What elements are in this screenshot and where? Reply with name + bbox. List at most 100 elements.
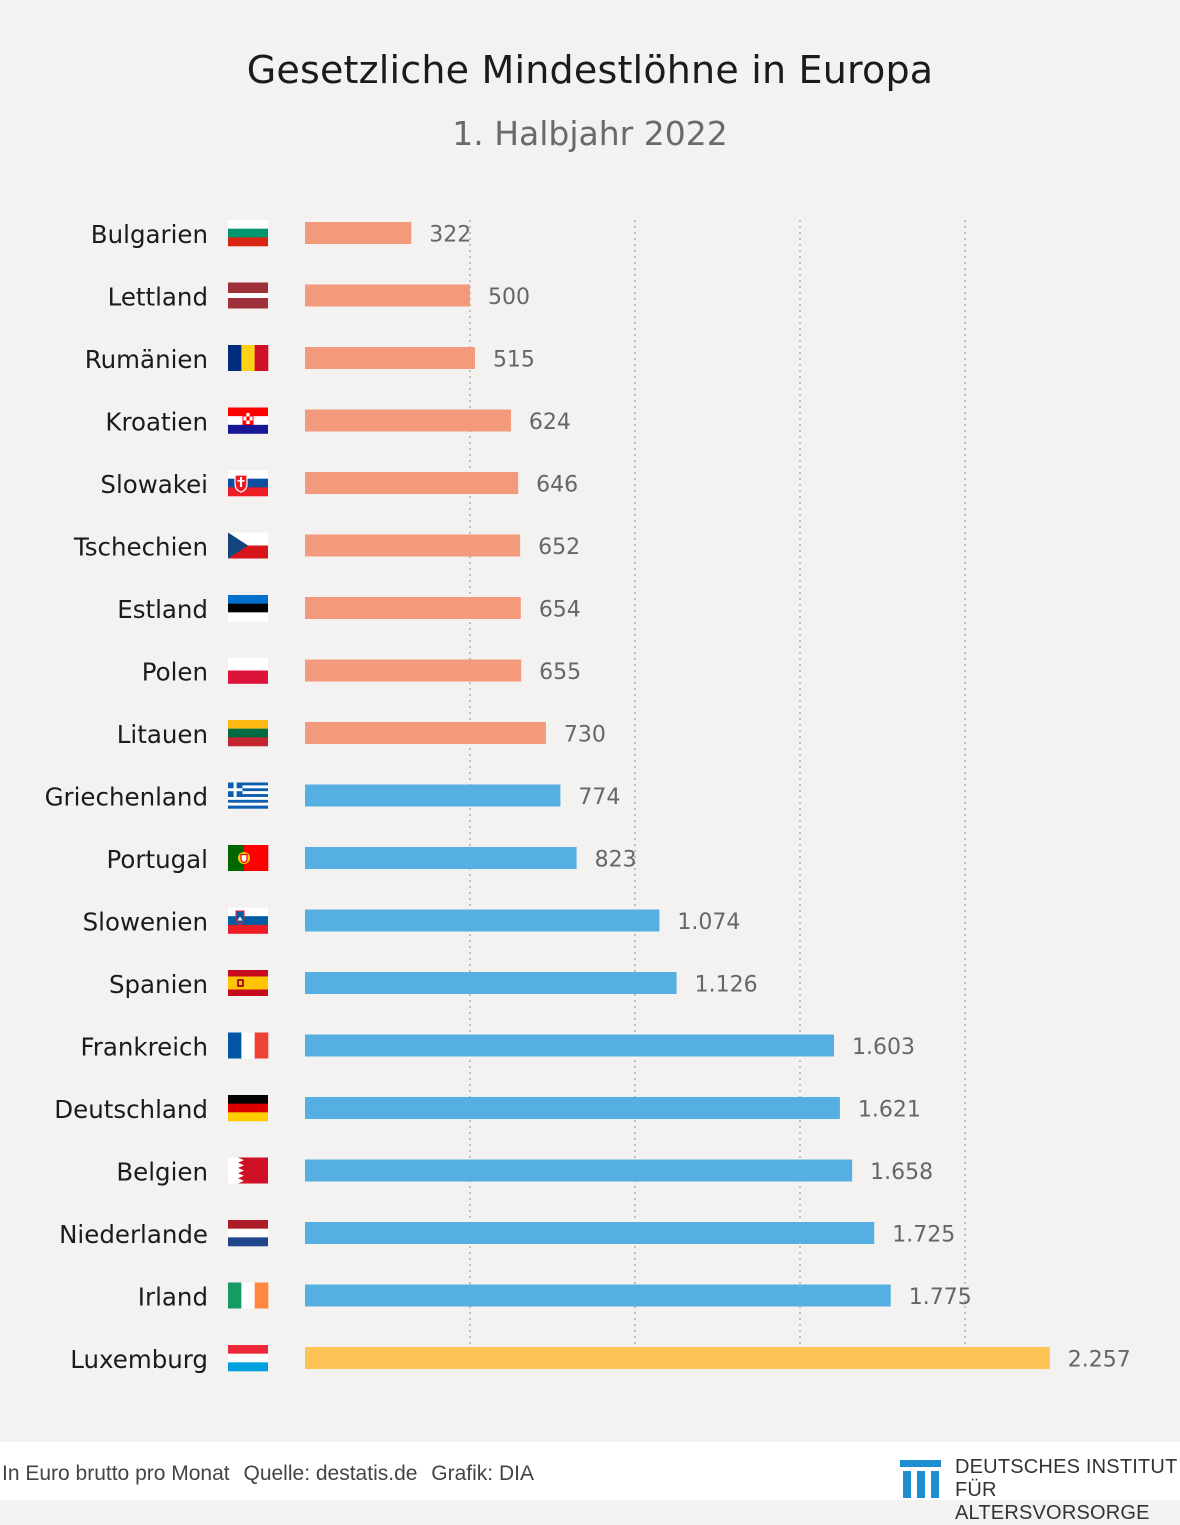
- value-label: 1.621: [858, 1098, 921, 1123]
- country-label: Lettland: [108, 283, 208, 312]
- chart-title: Gesetzliche Mindestlöhne in Europa: [246, 48, 934, 92]
- bar: [305, 409, 511, 432]
- chart-subtitle: 1. Halbjahr 2022: [452, 114, 728, 153]
- country-label: Griechenland: [45, 783, 208, 812]
- poland-flag-icon: [228, 657, 268, 684]
- bar-row-14: Deutschland 1.621: [54, 1095, 921, 1124]
- bar-row-4: Slowakei 646: [100, 470, 578, 499]
- bar: [305, 347, 475, 369]
- country-label: Estland: [117, 595, 208, 624]
- germany-flag-icon: [228, 1095, 268, 1122]
- dia-logo-text: DEUTSCHES INSTITUT FÜR ALTERSVORSORGE: [955, 1456, 1180, 1525]
- bar: [305, 972, 677, 994]
- croatia-flag-icon: [228, 407, 268, 434]
- value-label: 500: [488, 285, 530, 310]
- bar: [305, 472, 519, 494]
- country-label: Polen: [142, 658, 208, 687]
- source-note: Quelle: destatis.de: [243, 1462, 418, 1485]
- bar-row-16: Niederlande 1.725: [59, 1220, 955, 1249]
- lithuania-flag-icon: [228, 720, 268, 747]
- value-label: 730: [564, 723, 606, 748]
- logo-line-1: DEUTSCHES INSTITUT: [955, 1456, 1178, 1478]
- country-label: Slowakei: [100, 470, 208, 499]
- source-line: In Euro brutto pro Monat Quelle: destati…: [2, 1462, 542, 1486]
- latvia-flag-icon: [228, 282, 268, 309]
- country-label: Frankreich: [80, 1033, 208, 1062]
- portugal-flag-icon: [228, 845, 269, 871]
- luxembourg-flag-icon: [228, 1345, 268, 1372]
- bar: [305, 1034, 834, 1057]
- bar-row-7: Polen 655: [142, 657, 581, 687]
- bar-chart: Bulgarien 322 Lettland 500 Rumänien 515 Kroati…: [45, 220, 1131, 1374]
- value-label: 515: [493, 348, 535, 373]
- value-label: 654: [539, 598, 581, 623]
- country-label: Belgien: [116, 1158, 208, 1187]
- bar-row-1: Lettland 500: [108, 282, 530, 312]
- value-label: 1.603: [852, 1035, 915, 1060]
- greece-flag-icon: [228, 782, 268, 809]
- bar-row-9: Griechenland 774: [45, 782, 620, 812]
- logo-line-2: FÜR ALTERSVORSORGE: [955, 1479, 1150, 1524]
- value-label: 624: [529, 410, 571, 435]
- country-label: Rumänien: [85, 345, 208, 374]
- bar-row-18: Luxemburg 2.257: [70, 1345, 1131, 1374]
- bar-row-8: Litauen 730: [117, 720, 606, 749]
- netherlands-flag-icon: [228, 1220, 268, 1247]
- country-label: Slowenien: [83, 908, 208, 937]
- country-label: Irland: [138, 1283, 208, 1312]
- bar-row-11: Slowenien 1.074: [83, 907, 740, 937]
- bar-row-10: Portugal 823: [107, 845, 637, 874]
- bar: [305, 597, 521, 619]
- value-label: 1.658: [870, 1160, 933, 1185]
- bar: [305, 659, 522, 682]
- spain-flag-icon: [228, 970, 268, 996]
- value-label: 646: [536, 473, 578, 498]
- value-label: 1.725: [892, 1223, 955, 1248]
- france-flag-icon: [228, 1032, 269, 1059]
- country-label: Niederlande: [59, 1220, 208, 1249]
- value-label: 823: [595, 848, 637, 873]
- bar: [305, 847, 577, 869]
- bar: [305, 222, 412, 244]
- bar: [305, 284, 470, 307]
- bar-row-15: Belgien 1.658: [116, 1157, 933, 1187]
- value-label: 1.775: [909, 1285, 972, 1310]
- credit-note: Grafik: DIA: [431, 1462, 534, 1485]
- country-label: Spanien: [109, 970, 208, 999]
- bar: [305, 1159, 853, 1182]
- country-label: Luxemburg: [70, 1345, 208, 1374]
- value-label: 774: [578, 785, 620, 810]
- unit-note: In Euro brutto pro Monat: [2, 1462, 230, 1485]
- value-label: 2.257: [1068, 1348, 1131, 1373]
- footer: In Euro brutto pro Monat Quelle: destati…: [0, 1442, 1180, 1524]
- dia-columns-logo-icon: [900, 1460, 941, 1498]
- bar: [305, 534, 521, 557]
- bar: [305, 909, 660, 932]
- bar: [305, 1284, 891, 1307]
- country-label: Tschechien: [73, 533, 208, 562]
- bar: [305, 1347, 1050, 1369]
- value-label: 652: [538, 535, 580, 560]
- czechia-flag-icon: [228, 532, 268, 559]
- estonia-flag-icon: [228, 595, 268, 622]
- country-label: Portugal: [107, 845, 208, 874]
- value-label: 322: [429, 223, 471, 248]
- slovakia-flag-icon: [228, 470, 268, 497]
- bar-row-13: Frankreich 1.603: [80, 1032, 915, 1062]
- bulgaria-flag-icon: [228, 220, 268, 247]
- country-label: Bulgarien: [91, 220, 208, 249]
- bar-row-2: Rumänien 515: [85, 345, 535, 374]
- slovenia-flag-icon: [228, 907, 268, 934]
- country-label: Litauen: [117, 720, 208, 749]
- belgium-flag-icon: [228, 1157, 268, 1184]
- value-label: 655: [539, 660, 581, 685]
- bar: [305, 1222, 875, 1244]
- bar: [305, 722, 546, 744]
- bar-row-0: Bulgarien 322: [91, 220, 471, 249]
- bar: [305, 1097, 840, 1119]
- bar-row-6: Estland 654: [117, 595, 581, 624]
- bar: [305, 784, 561, 807]
- value-label: 1.074: [677, 910, 740, 935]
- bar-row-17: Irland 1.775: [138, 1282, 972, 1312]
- country-label: Deutschland: [54, 1095, 208, 1124]
